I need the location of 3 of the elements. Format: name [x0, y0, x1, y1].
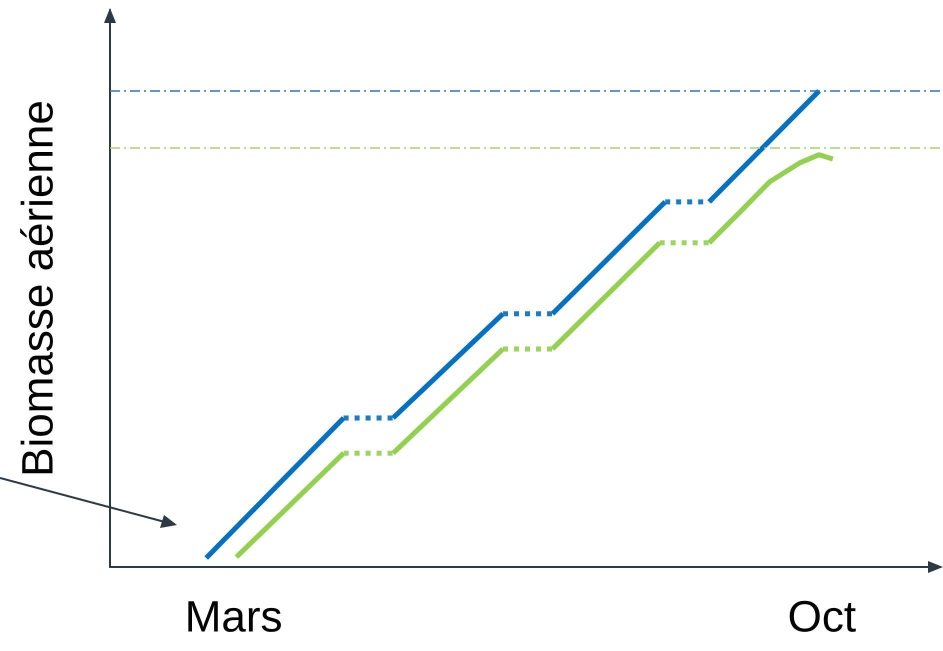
y-axis-title: Biomasse aérienne: [14, 100, 62, 477]
x-tick-label: Mars: [184, 592, 283, 642]
x-tick-label: Oct: [788, 592, 856, 642]
